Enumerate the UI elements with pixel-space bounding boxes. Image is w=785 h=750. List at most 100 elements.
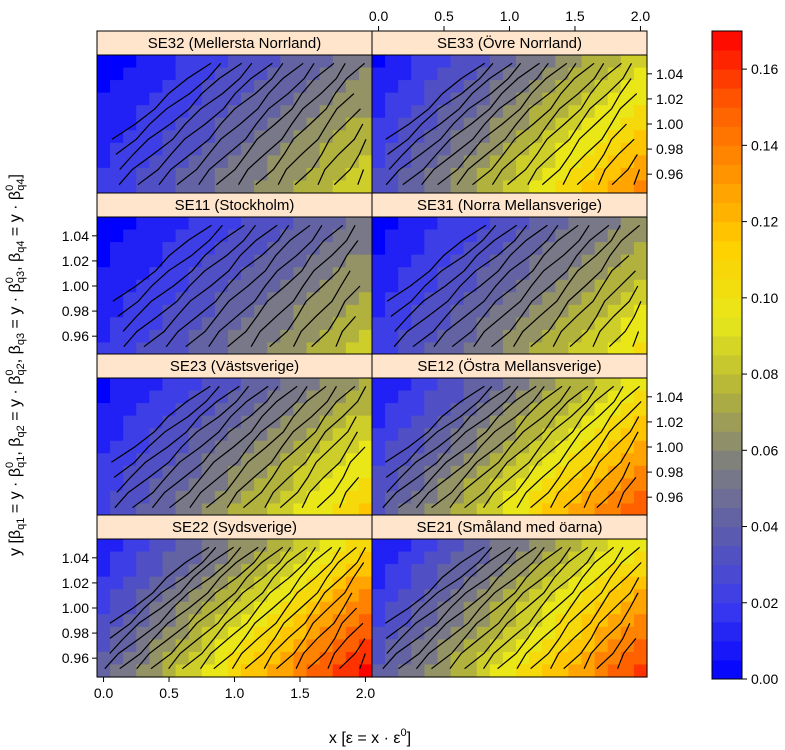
heat-cell (372, 155, 386, 169)
heat-cell (280, 55, 295, 69)
y-tick-label: 0.96 (62, 650, 89, 666)
contour-line (143, 224, 278, 348)
heat-cell (319, 601, 334, 615)
heat-cell (476, 664, 491, 678)
heat-cell (372, 490, 386, 505)
heat-cell (516, 167, 530, 182)
heat-cell (555, 403, 570, 417)
heat-cell (267, 142, 281, 156)
heat-cell (280, 465, 295, 479)
heat-cell (254, 626, 268, 640)
heat-cell (424, 601, 439, 615)
heat-cell (398, 279, 412, 293)
heat-cell (411, 440, 425, 454)
heat-cell (241, 539, 255, 553)
heat-cell (188, 551, 203, 565)
heat-cell (280, 229, 295, 243)
heat-cell (450, 503, 465, 517)
heat-cell (437, 589, 452, 603)
heat-cell (620, 279, 635, 293)
panel-2: SE11 (Stockholm) (96, 192, 373, 356)
heat-cell (542, 304, 556, 318)
heat-cell (162, 503, 177, 517)
contour-line (431, 546, 563, 670)
heat-cell (502, 342, 517, 356)
heat-cell (280, 130, 295, 144)
heat-cell (594, 180, 609, 194)
heat-cell (463, 105, 478, 119)
heat-cell (162, 478, 177, 492)
heat-cell (214, 55, 229, 69)
heat-cell (385, 453, 399, 467)
heat-cell (306, 242, 321, 256)
heat-cell (411, 80, 425, 94)
heat-cell (555, 551, 570, 565)
heat-cell (293, 614, 308, 628)
heat-cell (594, 242, 609, 256)
heat-cell (293, 92, 308, 106)
heat-cell (411, 503, 425, 517)
x-tick-label: 2.0 (356, 685, 376, 701)
heat-cell (319, 155, 334, 169)
colorbar-segment (712, 221, 742, 242)
heat-cell (188, 217, 203, 231)
heat-cell (437, 551, 452, 565)
heat-cell (398, 130, 412, 144)
heat-cell (280, 378, 295, 392)
heat-cell (149, 626, 164, 640)
heat-cell (227, 503, 242, 517)
heat-cell (110, 539, 124, 553)
heat-cell (201, 539, 216, 553)
heat-cell (620, 267, 635, 281)
heat-cell (280, 254, 295, 268)
heat-cell (306, 317, 321, 331)
heat-cell (450, 55, 465, 69)
heat-cell (437, 428, 452, 442)
heat-cell (267, 626, 281, 640)
heat-cell (345, 317, 360, 331)
heat-cell (123, 539, 137, 553)
colorbar-segment (712, 183, 742, 204)
heat-cell (568, 428, 583, 442)
heat-cell (424, 589, 439, 603)
heat-cell (463, 626, 478, 640)
heat-cell (319, 329, 334, 344)
heat-cell (450, 242, 465, 256)
heat-cell (424, 229, 439, 243)
colorbar-segment (712, 107, 742, 127)
heat-cell (542, 329, 556, 344)
heat-cell (345, 390, 360, 404)
heat-cell (254, 465, 268, 479)
heat-cell (568, 614, 583, 628)
heat-cell (345, 117, 360, 131)
heat-cell (411, 551, 425, 565)
heat-cell (398, 242, 412, 256)
heat-cell (542, 317, 556, 331)
contour-line (311, 285, 361, 348)
heat-cell (188, 539, 203, 553)
heat-cell (227, 92, 242, 106)
heat-cell (97, 242, 111, 256)
heat-cell (188, 304, 203, 318)
contour-line (292, 270, 351, 347)
heat-cell (149, 92, 164, 106)
heat-cell (581, 440, 596, 454)
heat-cell (581, 279, 596, 293)
heat-cell (424, 242, 439, 256)
heat-cell (555, 242, 570, 256)
heat-cell (188, 267, 203, 281)
heat-cell (254, 67, 268, 81)
heat-cell (201, 342, 216, 356)
heat-cell (620, 378, 635, 392)
heat-cell (280, 626, 295, 640)
heat-cell (489, 229, 504, 243)
heat-cell (162, 378, 177, 392)
heat-cell (227, 478, 242, 492)
heat-cell (201, 329, 216, 344)
heat-cell (136, 217, 150, 231)
heat-cell (97, 317, 111, 331)
heat-cell (476, 229, 491, 243)
heat-cell (437, 67, 452, 81)
heat-cell (227, 453, 242, 467)
heat-cell (319, 267, 334, 281)
